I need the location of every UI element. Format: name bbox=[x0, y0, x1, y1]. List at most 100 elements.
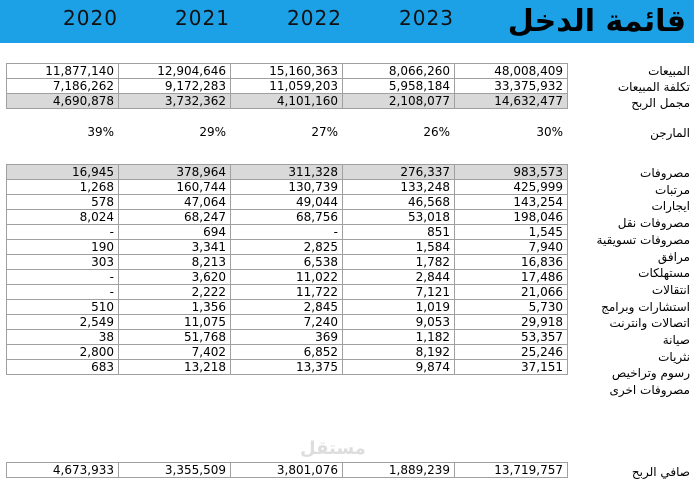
table-row: 11,877,140 12,904,646 15,160,363 8,066,2… bbox=[6, 63, 568, 79]
row-label: المبيعات bbox=[648, 64, 690, 78]
table-cell: 1,182 bbox=[342, 329, 455, 345]
table-cell: 11,877,140 bbox=[6, 63, 119, 79]
table-cell: 46,568 bbox=[342, 194, 455, 210]
table-cell: 38 bbox=[6, 329, 119, 345]
table-cell: 190 bbox=[6, 239, 119, 255]
table-cell: 1,019 bbox=[342, 299, 455, 315]
table-row: 4,690,878 3,732,362 4,101,160 2,108,077 … bbox=[6, 93, 568, 109]
table-cell: 425,999 bbox=[454, 179, 568, 195]
table-cell: 2,825 bbox=[230, 239, 343, 255]
table-cell: 160,744 bbox=[118, 179, 231, 195]
table-cell: 29,918 bbox=[454, 314, 568, 330]
table-row: 38 51,768 369 1,182 53,357 bbox=[6, 329, 568, 345]
margin-row: 39% 29% 27% 26% 30% bbox=[6, 124, 567, 140]
table-cell: 3,620 bbox=[118, 269, 231, 285]
watermark: مستقل bbox=[300, 438, 366, 459]
row-label: صافي الربح bbox=[631, 465, 690, 479]
table-cell: 683 bbox=[6, 359, 119, 375]
table-cell: 51,768 bbox=[118, 329, 231, 345]
summary-table: 11,877,140 12,904,646 15,160,363 8,066,2… bbox=[6, 63, 568, 109]
table-cell: 1,782 bbox=[342, 254, 455, 270]
table-cell: 7,186,262 bbox=[6, 78, 119, 94]
table-cell: 13,218 bbox=[118, 359, 231, 375]
table-cell: - bbox=[6, 224, 119, 240]
table-cell: 29% bbox=[199, 125, 226, 139]
table-cell: 4,690,878 bbox=[6, 93, 119, 109]
table-cell: 25,246 bbox=[454, 344, 568, 360]
table-cell: 3,732,362 bbox=[118, 93, 231, 109]
table-cell: 2,800 bbox=[6, 344, 119, 360]
table-cell: 3,355,509 bbox=[118, 462, 231, 478]
table-cell: - bbox=[6, 284, 119, 300]
year-header: 2021 bbox=[175, 6, 230, 30]
table-cell: 8,066,260 bbox=[342, 63, 455, 79]
table-cell: 30% bbox=[536, 125, 563, 139]
table-cell: 983,573 bbox=[454, 164, 568, 180]
table-cell: 9,053 bbox=[342, 314, 455, 330]
table-cell: 7,121 bbox=[342, 284, 455, 300]
table-cell: 68,247 bbox=[118, 209, 231, 225]
table-row: 8,024 68,247 68,756 53,018 198,046 bbox=[6, 209, 568, 225]
year-header: 2020 bbox=[63, 6, 118, 30]
table-cell: 2,108,077 bbox=[342, 93, 455, 109]
page-title: قائمة الدخل bbox=[507, 4, 686, 39]
row-label: تكلفة المبيعات bbox=[617, 80, 690, 94]
row-label: صيانة bbox=[662, 333, 690, 347]
table-cell: 9,172,283 bbox=[118, 78, 231, 94]
row-label: مرتبات bbox=[655, 182, 690, 197]
table-cell: 4,673,933 bbox=[6, 462, 119, 478]
table-cell: 12,904,646 bbox=[118, 63, 231, 79]
table-cell: 37,151 bbox=[454, 359, 568, 375]
table-cell: 13,719,757 bbox=[454, 462, 568, 478]
table-cell: 7,240 bbox=[230, 314, 343, 330]
year-header: 2023 bbox=[399, 6, 454, 30]
table-cell: 6,538 bbox=[230, 254, 343, 270]
table-cell: 33,375,932 bbox=[454, 78, 568, 94]
table-cell: 7,402 bbox=[118, 344, 231, 360]
header-bar: 2020 2021 2022 2023 قائمة الدخل bbox=[0, 0, 694, 43]
table-cell: 303 bbox=[6, 254, 119, 270]
row-label: مستهلكات bbox=[638, 266, 690, 281]
table-cell: 27% bbox=[311, 125, 338, 139]
table-cell: 198,046 bbox=[454, 209, 568, 225]
row-label: انتقالات bbox=[651, 282, 690, 297]
year-header: 2022 bbox=[287, 6, 342, 30]
table-cell: 851 bbox=[342, 224, 455, 240]
table-row: 683 13,218 13,375 9,874 37,151 bbox=[6, 359, 568, 375]
expenses-table: 16,945 378,964 311,328 276,337 983,573 1,268 1… bbox=[6, 164, 568, 375]
row-label: مجمل الربح bbox=[631, 96, 690, 110]
table-cell: 1,584 bbox=[342, 239, 455, 255]
table-cell: 15,160,363 bbox=[230, 63, 343, 79]
table-cell: 26% bbox=[423, 125, 450, 139]
table-cell: 1,889,239 bbox=[342, 462, 455, 478]
table-row: 7,186,262 9,172,283 11,059,203 5,958,184… bbox=[6, 78, 568, 94]
table-cell: 14,632,477 bbox=[454, 93, 568, 109]
net-profit-table: 4,673,933 3,355,509 3,801,076 1,889,239 … bbox=[6, 462, 568, 478]
table-row: 39% 29% 27% 26% 30% bbox=[6, 124, 567, 140]
table-cell: 2,549 bbox=[6, 314, 119, 330]
table-cell: 2,222 bbox=[118, 284, 231, 300]
table-cell: 369 bbox=[230, 329, 343, 345]
table-cell: 578 bbox=[6, 194, 119, 210]
row-label: مصروفات نقل bbox=[617, 216, 690, 231]
row-label: استشارات وبرامج bbox=[601, 299, 690, 314]
table-row: 2,549 11,075 7,240 9,053 29,918 bbox=[6, 314, 568, 330]
table-cell: 7,940 bbox=[454, 239, 568, 255]
table-cell: 68,756 bbox=[230, 209, 343, 225]
table-row: 4,673,933 3,355,509 3,801,076 1,889,239 … bbox=[6, 462, 568, 478]
table-cell: 276,337 bbox=[342, 164, 455, 180]
table-row: -694-851 1,545 bbox=[6, 224, 568, 240]
row-label: المارجن bbox=[650, 126, 690, 140]
table-cell: 1,268 bbox=[6, 179, 119, 195]
row-label: مصروفات bbox=[640, 166, 690, 180]
table-cell: 8,213 bbox=[118, 254, 231, 270]
table-cell: 4,101,160 bbox=[230, 93, 343, 109]
table-cell: 53,018 bbox=[342, 209, 455, 225]
table-cell: - bbox=[6, 269, 119, 285]
table-cell: 49,044 bbox=[230, 194, 343, 210]
table-cell: 143,254 bbox=[454, 194, 568, 210]
row-label: اتصالات وانترنت bbox=[609, 316, 690, 331]
table-cell: 133,248 bbox=[342, 179, 455, 195]
table-cell: 11,022 bbox=[230, 269, 343, 285]
table-cell: 8,192 bbox=[342, 344, 455, 360]
